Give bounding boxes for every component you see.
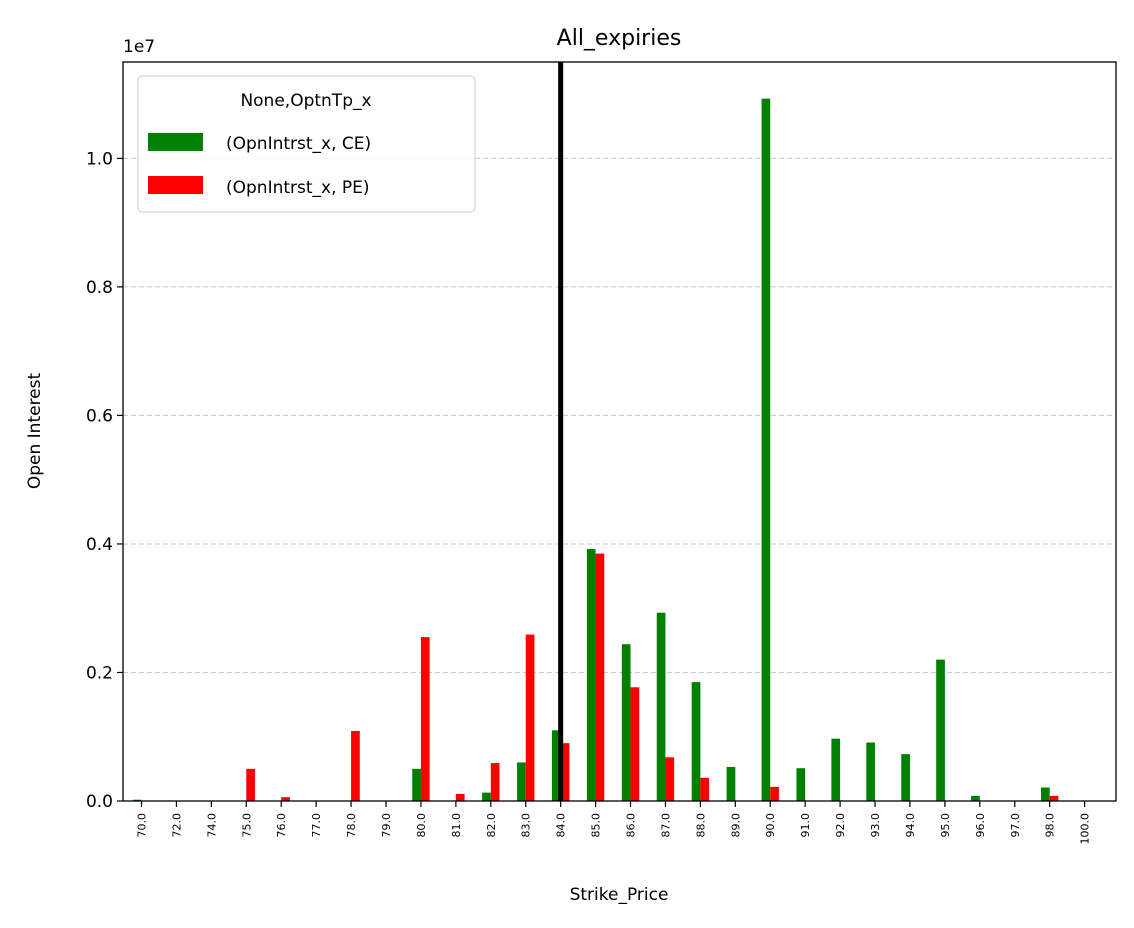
x-tick-label: 82.0 — [485, 813, 498, 838]
x-tick-label: 98.0 — [1044, 813, 1057, 838]
bar-ce-90.0 — [761, 98, 771, 802]
bar-pe-78.0 — [351, 730, 360, 801]
x-tick-label: 78.0 — [345, 813, 358, 838]
bar-ce-85.0 — [586, 549, 596, 801]
bar-pe-83.0 — [525, 634, 535, 801]
x-tick-label: 72.0 — [170, 813, 183, 838]
x-tick-label: 87.0 — [659, 813, 672, 838]
bar-ce-88.0 — [691, 682, 701, 801]
bar-ce-93.0 — [866, 742, 876, 801]
y-tick-label: 0.4 — [86, 535, 113, 555]
bar-ce-84.0 — [551, 730, 561, 801]
y-tick-label: 1.0 — [86, 149, 113, 169]
bars — [132, 98, 1059, 802]
x-tick-label: 92.0 — [834, 813, 847, 838]
bar-ce-86.0 — [621, 644, 631, 801]
y-axis-label: Open Interest — [25, 373, 45, 490]
bar-ce-98.0 — [1040, 787, 1050, 801]
y-axis-ticks: 0.0 0.2 0.4 0.6 0.8 1.0 — [86, 149, 123, 812]
x-tick-label: 70.0 — [136, 813, 149, 838]
x-tick-label: 90.0 — [764, 813, 777, 838]
x-tick-label: 85.0 — [590, 813, 603, 838]
y-tick-label: 0.8 — [86, 278, 113, 298]
bar-pe-85.0 — [595, 553, 605, 801]
x-tick-label: 89.0 — [729, 813, 742, 838]
x-tick-label: 97.0 — [1009, 813, 1022, 838]
bar-pe-81.0 — [455, 793, 465, 801]
x-tick-label: 95.0 — [939, 813, 952, 838]
bar-ce-96.0 — [971, 795, 980, 801]
legend-box — [137, 75, 476, 213]
x-tick-label: 74.0 — [205, 813, 218, 838]
x-tick-label: 80.0 — [415, 813, 428, 838]
x-tick-label: 79.0 — [380, 813, 393, 838]
x-tick-label: 75.0 — [240, 813, 253, 838]
x-tick-label: 86.0 — [625, 813, 638, 838]
bar-pe-80.0 — [420, 637, 430, 801]
legend-swatch-pe — [148, 176, 203, 194]
bar-ce-94.0 — [901, 754, 910, 801]
legend-label-pe: (OpnIntrst_x, PE) — [226, 178, 370, 198]
y-tick-label: 0.6 — [86, 406, 113, 426]
legend-title: None,OptnTp_x — [240, 91, 371, 111]
x-tick-label: 100.0 — [1079, 813, 1092, 845]
x-tick-label: 83.0 — [520, 813, 533, 838]
chart-title: All_expiries — [557, 26, 682, 51]
bar-ce-80.0 — [412, 768, 421, 801]
bar-ce-89.0 — [726, 766, 736, 801]
y-axis-offset-label: 1e7 — [123, 37, 155, 57]
x-tick-label: 81.0 — [450, 813, 463, 838]
bar-pe-76.0 — [281, 797, 290, 801]
legend-label-ce: (OpnIntrst_x, CE) — [226, 134, 371, 154]
x-tick-label: 96.0 — [974, 813, 987, 838]
x-tick-label: 91.0 — [799, 813, 812, 838]
y-tick-label: 0.2 — [86, 663, 113, 683]
bar-ce-95.0 — [936, 659, 945, 801]
legend: None,OptnTp_x (OpnIntrst_x, CE) (OpnIntr… — [137, 75, 476, 213]
bar-ce-87.0 — [656, 612, 666, 801]
x-axis-ticks: 70.0 72.0 74.0 75.0 76.0 77.0 78.0 79.0 80.0 81.0… — [136, 801, 1092, 845]
x-tick-label: 93.0 — [869, 813, 882, 838]
bar-pe-87.0 — [665, 757, 675, 801]
x-tick-label: 94.0 — [904, 813, 917, 838]
bar-ce-91.0 — [796, 768, 806, 801]
bar-pe-90.0 — [770, 786, 779, 801]
x-tick-label: 84.0 — [555, 813, 568, 838]
x-tick-label: 76.0 — [275, 813, 288, 838]
bar-pe-88.0 — [700, 777, 710, 801]
plot-frame — [122, 61, 1117, 802]
x-tick-label: 88.0 — [694, 813, 707, 838]
bar-pe-86.0 — [630, 687, 640, 801]
bar-ce-82.0 — [482, 792, 491, 801]
bar-ce-92.0 — [831, 738, 841, 801]
legend-swatch-ce — [148, 133, 203, 151]
gridlines — [123, 157, 1116, 673]
bar-pe-98.0 — [1049, 795, 1059, 801]
x-axis-label: Strike_Price — [570, 885, 669, 905]
bar-pe-75.0 — [246, 768, 255, 801]
bar-pe-84.0 — [560, 743, 570, 801]
bar-ce-83.0 — [517, 762, 526, 801]
x-tick-label: 77.0 — [310, 813, 323, 838]
bar-pe-82.0 — [490, 763, 500, 801]
y-tick-label: 0.0 — [86, 792, 113, 812]
